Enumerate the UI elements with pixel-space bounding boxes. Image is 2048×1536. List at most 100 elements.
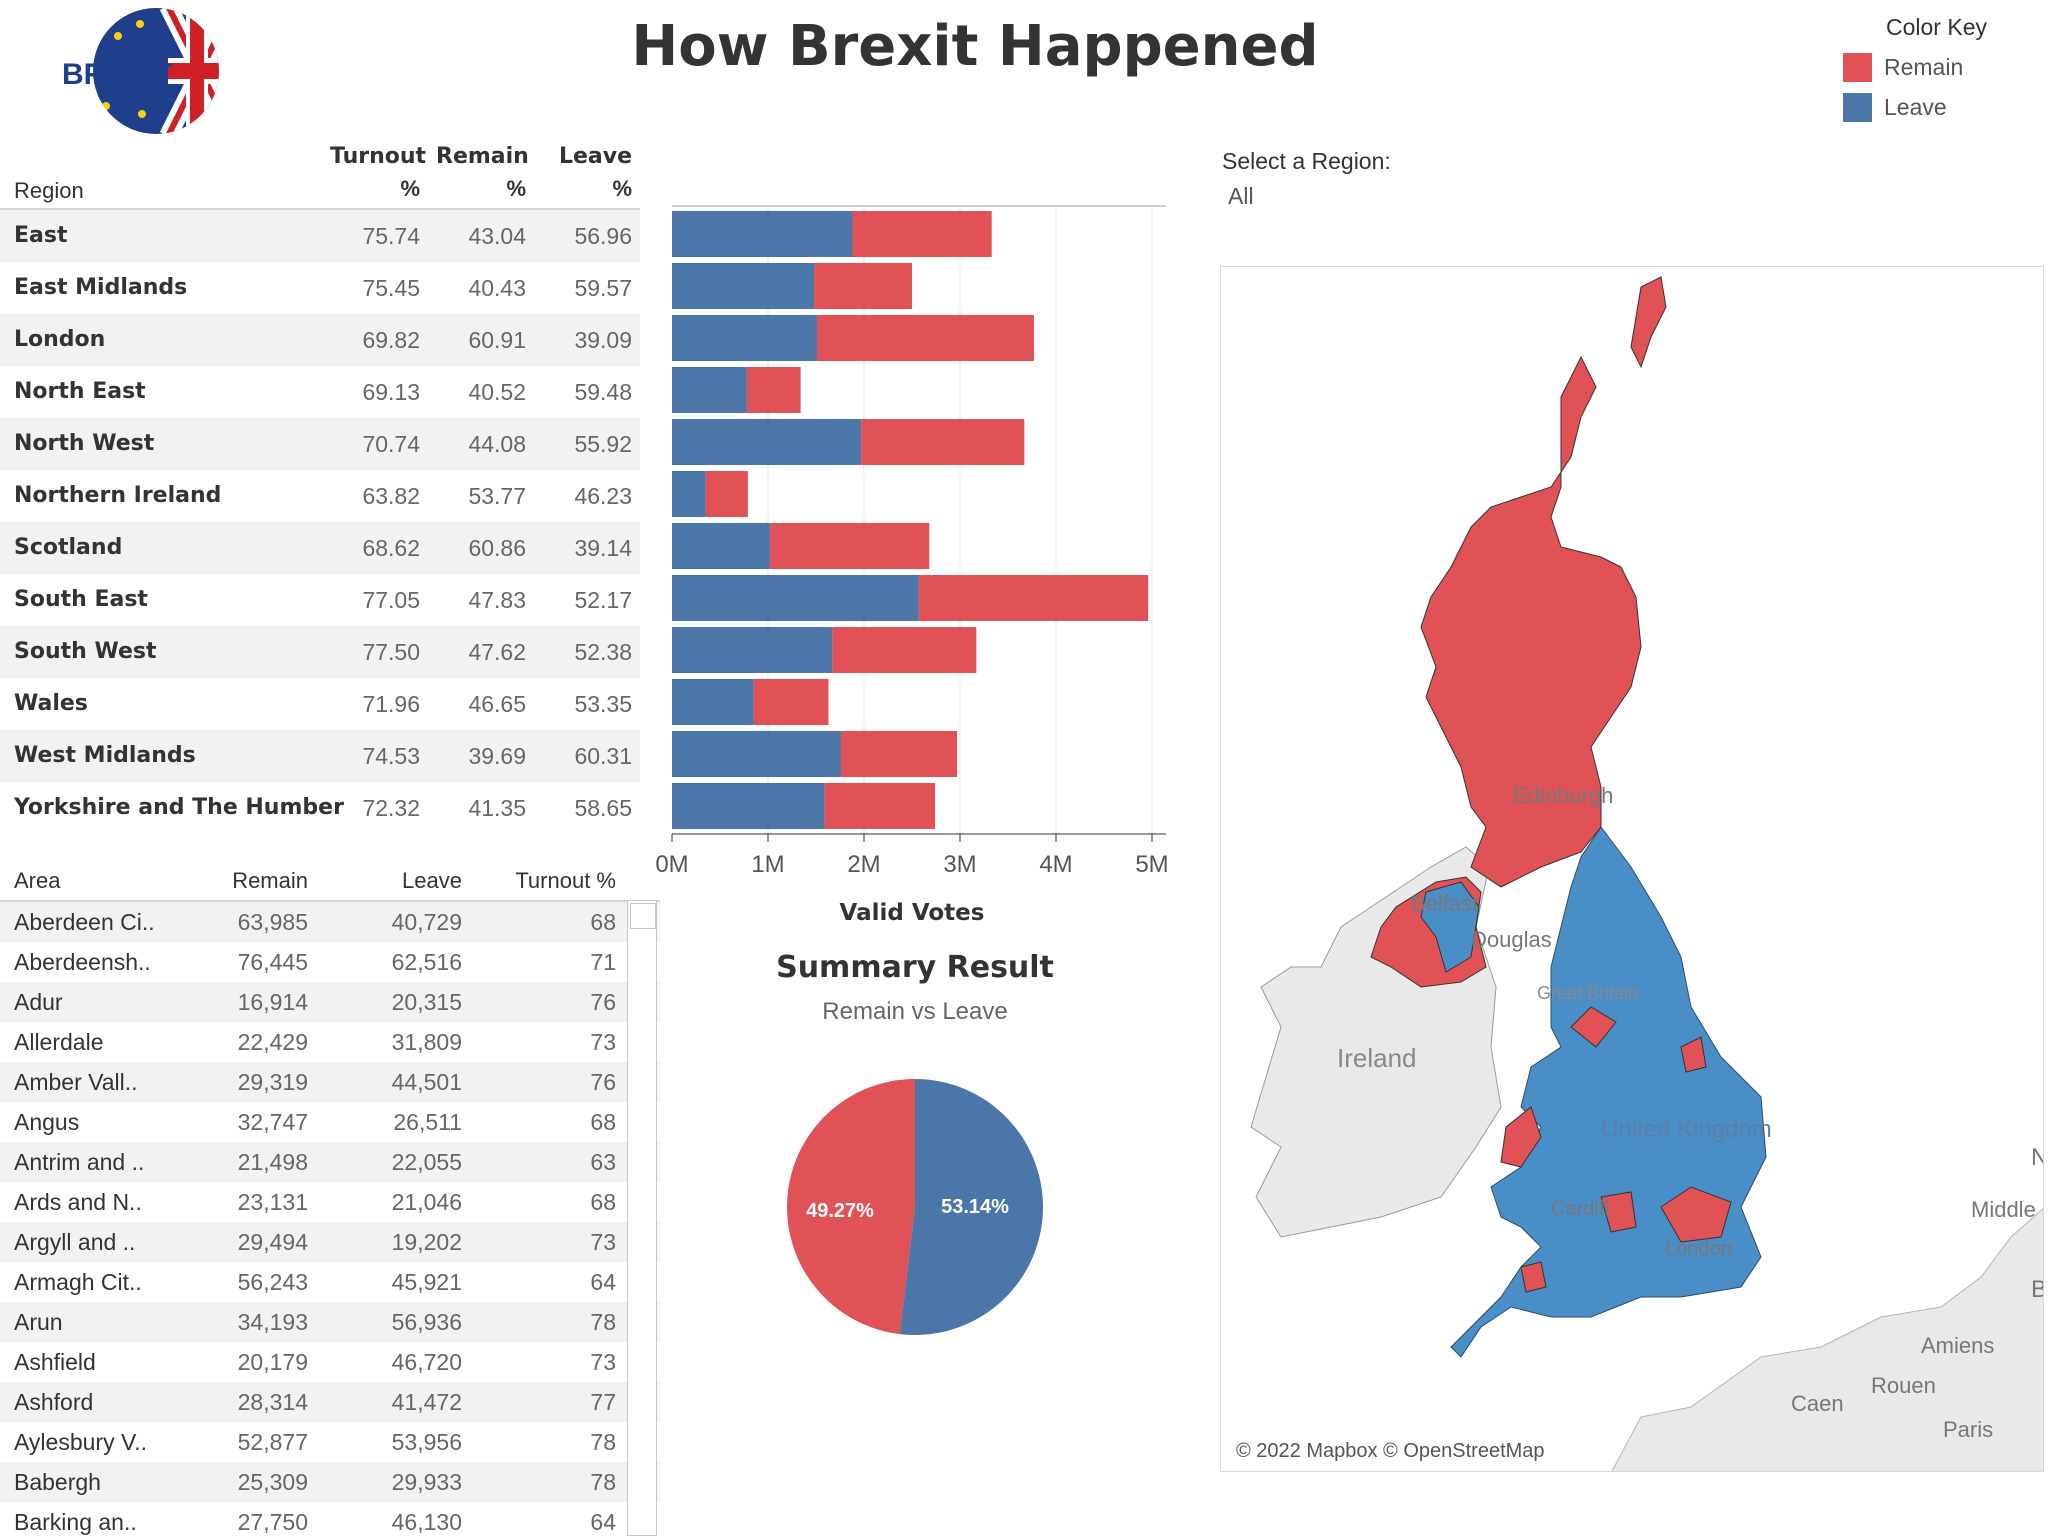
cell-remain: 20,179: [237, 1349, 308, 1375]
table-row[interactable]: Barking an.. 27,750 46,130 64: [0, 1502, 660, 1536]
table-row[interactable]: Argyll and .. 29,494 19,202 73: [0, 1222, 660, 1262]
legend-item-remain[interactable]: Remain: [1840, 47, 2040, 87]
table-row[interactable]: Adur 16,914 20,315 76: [0, 982, 660, 1022]
cell-area: Amber Vall..: [14, 1069, 138, 1095]
cell-area: Aylesbury V..: [14, 1429, 147, 1455]
table-row[interactable]: South West 77.50 47.62 52.38: [0, 626, 640, 678]
header-area[interactable]: Area: [14, 868, 61, 893]
cell-leave: 41,472: [391, 1389, 462, 1415]
map-canvas[interactable]: Edinburgh Belfast Douglas Great Britain …: [1221, 267, 2044, 1472]
southwest-remain-area[interactable]: [1520, 1261, 1547, 1293]
london-remain-area[interactable]: [1660, 1186, 1732, 1243]
table-row[interactable]: North East 69.13 40.52 59.48: [0, 366, 640, 418]
cell-remain: 22,429: [237, 1029, 308, 1055]
header-area-turnout[interactable]: Turnout %: [515, 868, 616, 893]
cell-turnout: 64: [590, 1509, 616, 1535]
cell-leave: 53.35: [574, 691, 632, 717]
table-row[interactable]: Antrim and .. 21,498 22,055 63: [0, 1142, 660, 1182]
table-row[interactable]: Allerdale 22,429 31,809 73: [0, 1022, 660, 1062]
cell-remain: 29,319: [237, 1069, 308, 1095]
table-row[interactable]: Angus 32,747 26,511 68: [0, 1102, 660, 1142]
bar-leave-yorkshire-and-the-humber: [672, 783, 825, 829]
table-row[interactable]: Ashford 28,314 41,472 77: [0, 1382, 660, 1422]
table-row[interactable]: Northern Ireland 63.82 53.77 46.23: [0, 470, 640, 522]
region-filter[interactable]: Select a Region: All: [1222, 148, 1391, 210]
cell-turnout: 75.74: [362, 223, 420, 249]
cell-remain: 21,498: [237, 1149, 308, 1175]
cell-turnout: 74.53: [362, 743, 420, 769]
scrollbar-thumb[interactable]: [630, 903, 656, 929]
bar-remain-west-midlands: [840, 731, 958, 777]
table-row[interactable]: Ashfield 20,179 46,720 73: [0, 1342, 660, 1382]
oxford-remain-area[interactable]: [1600, 1191, 1637, 1233]
area-table-header: Area Remain Leave Turnout %: [0, 864, 660, 902]
scotland-remain[interactable]: [1420, 355, 1642, 888]
header-leave[interactable]: Leave: [558, 144, 632, 169]
shetland-remain[interactable]: [1630, 276, 1667, 369]
table-row[interactable]: South East 77.05 47.83 52.17: [0, 574, 640, 626]
bar-leave-south-east: [672, 575, 919, 621]
uk-results-map[interactable]: Edinburgh Belfast Douglas Great Britain …: [1220, 266, 2044, 1472]
header-remain-unit: %: [506, 176, 526, 201]
cell-remain: 53.77: [468, 483, 526, 509]
cell-turnout: 76: [590, 989, 616, 1015]
bar-leave-west-midlands: [672, 731, 841, 777]
cell-remain: 28,314: [237, 1389, 308, 1415]
header-area-leave[interactable]: Leave: [402, 868, 462, 893]
region-filter-value[interactable]: All: [1228, 183, 1254, 209]
map-label-cardiff: Cardiff: [1551, 1198, 1610, 1220]
lakes-remain-area[interactable]: [1570, 1006, 1617, 1048]
bar-leave-wales: [672, 679, 754, 725]
table-row[interactable]: Amber Vall.. 29,319 44,501 76: [0, 1062, 660, 1102]
table-row[interactable]: London 69.82 60.91 39.09: [0, 314, 640, 366]
cell-leave: 20,315: [391, 989, 462, 1015]
cell-region: Wales: [14, 691, 88, 716]
table-row[interactable]: Ards and N.. 23,131 21,046 68: [0, 1182, 660, 1222]
cell-remain: 23,131: [237, 1189, 308, 1215]
table-row[interactable]: East 75.74 43.04 56.96: [0, 210, 640, 262]
area-table-body: Aberdeen Ci.. 63,985 40,729 68 Aberdeens…: [0, 902, 660, 1536]
wales-remain-area[interactable]: [1500, 1106, 1542, 1168]
header-region[interactable]: Region: [14, 178, 84, 203]
header-turnout-unit: %: [400, 176, 420, 201]
table-row[interactable]: Aberdeensh.. 76,445 62,516 71: [0, 942, 660, 982]
table-row[interactable]: Yorkshire and The Humber 72.32 41.35 58.…: [0, 782, 640, 834]
cell-remain: 40.43: [468, 275, 526, 301]
map-label-b: B: [2031, 1276, 2044, 1303]
table-row[interactable]: East Midlands 75.45 40.43 59.57: [0, 262, 640, 314]
cell-remain: 60.91: [468, 327, 526, 353]
header-remain[interactable]: Remain: [436, 144, 529, 169]
table-row[interactable]: Babergh 25,309 29,933 78: [0, 1462, 660, 1502]
area-table-scrollbar[interactable]: [627, 900, 657, 1536]
table-row[interactable]: Armagh Cit.. 56,243 45,921 64: [0, 1262, 660, 1302]
cell-area: Ashford: [14, 1389, 94, 1415]
cell-leave: 46.23: [574, 483, 632, 509]
cell-remain: 63,985: [237, 909, 308, 935]
map-label-paris: Paris: [1943, 1417, 1993, 1442]
cell-remain: 16,914: [237, 989, 308, 1015]
table-row[interactable]: Arun 34,193 56,936 78: [0, 1302, 660, 1342]
cell-region: West Midlands: [14, 743, 196, 768]
cell-region: London: [14, 327, 106, 352]
cell-region: East Midlands: [14, 275, 188, 300]
map-credit[interactable]: © 2022 Mapbox © OpenStreetMap: [1236, 1440, 1545, 1462]
table-row[interactable]: Aylesbury V.. 52,877 53,956 78: [0, 1422, 660, 1462]
table-row[interactable]: West Midlands 74.53 39.69 60.31: [0, 730, 640, 782]
remain-swatch: [1843, 52, 1872, 82]
table-row[interactable]: Aberdeen Ci.. 63,985 40,729 68: [0, 902, 660, 942]
table-row[interactable]: North West 70.74 44.08 55.92: [0, 418, 640, 470]
valid-votes-bar-chart: 0M 1M 2M 3M 4M 5M Valid Votes: [655, 205, 1169, 926]
header-area-remain[interactable]: Remain: [232, 868, 308, 893]
table-row[interactable]: Wales 71.96 46.65 53.35: [0, 678, 640, 730]
table-row[interactable]: Scotland 68.62 60.86 39.14: [0, 522, 640, 574]
header-leave-unit: %: [612, 176, 632, 201]
cell-leave: 58.65: [574, 795, 632, 821]
legend-item-leave[interactable]: Leave: [1840, 87, 2040, 127]
northern-ireland-leave[interactable]: [1420, 881, 1480, 973]
cell-turnout: 71: [590, 949, 616, 975]
header-turnout[interactable]: Turnout: [330, 144, 427, 169]
bar-remain-north-west: [861, 419, 1025, 465]
manchester-remain-area[interactable]: [1680, 1036, 1707, 1073]
bar-leave-east-midlands: [672, 263, 815, 309]
cell-turnout: 73: [590, 1349, 616, 1375]
